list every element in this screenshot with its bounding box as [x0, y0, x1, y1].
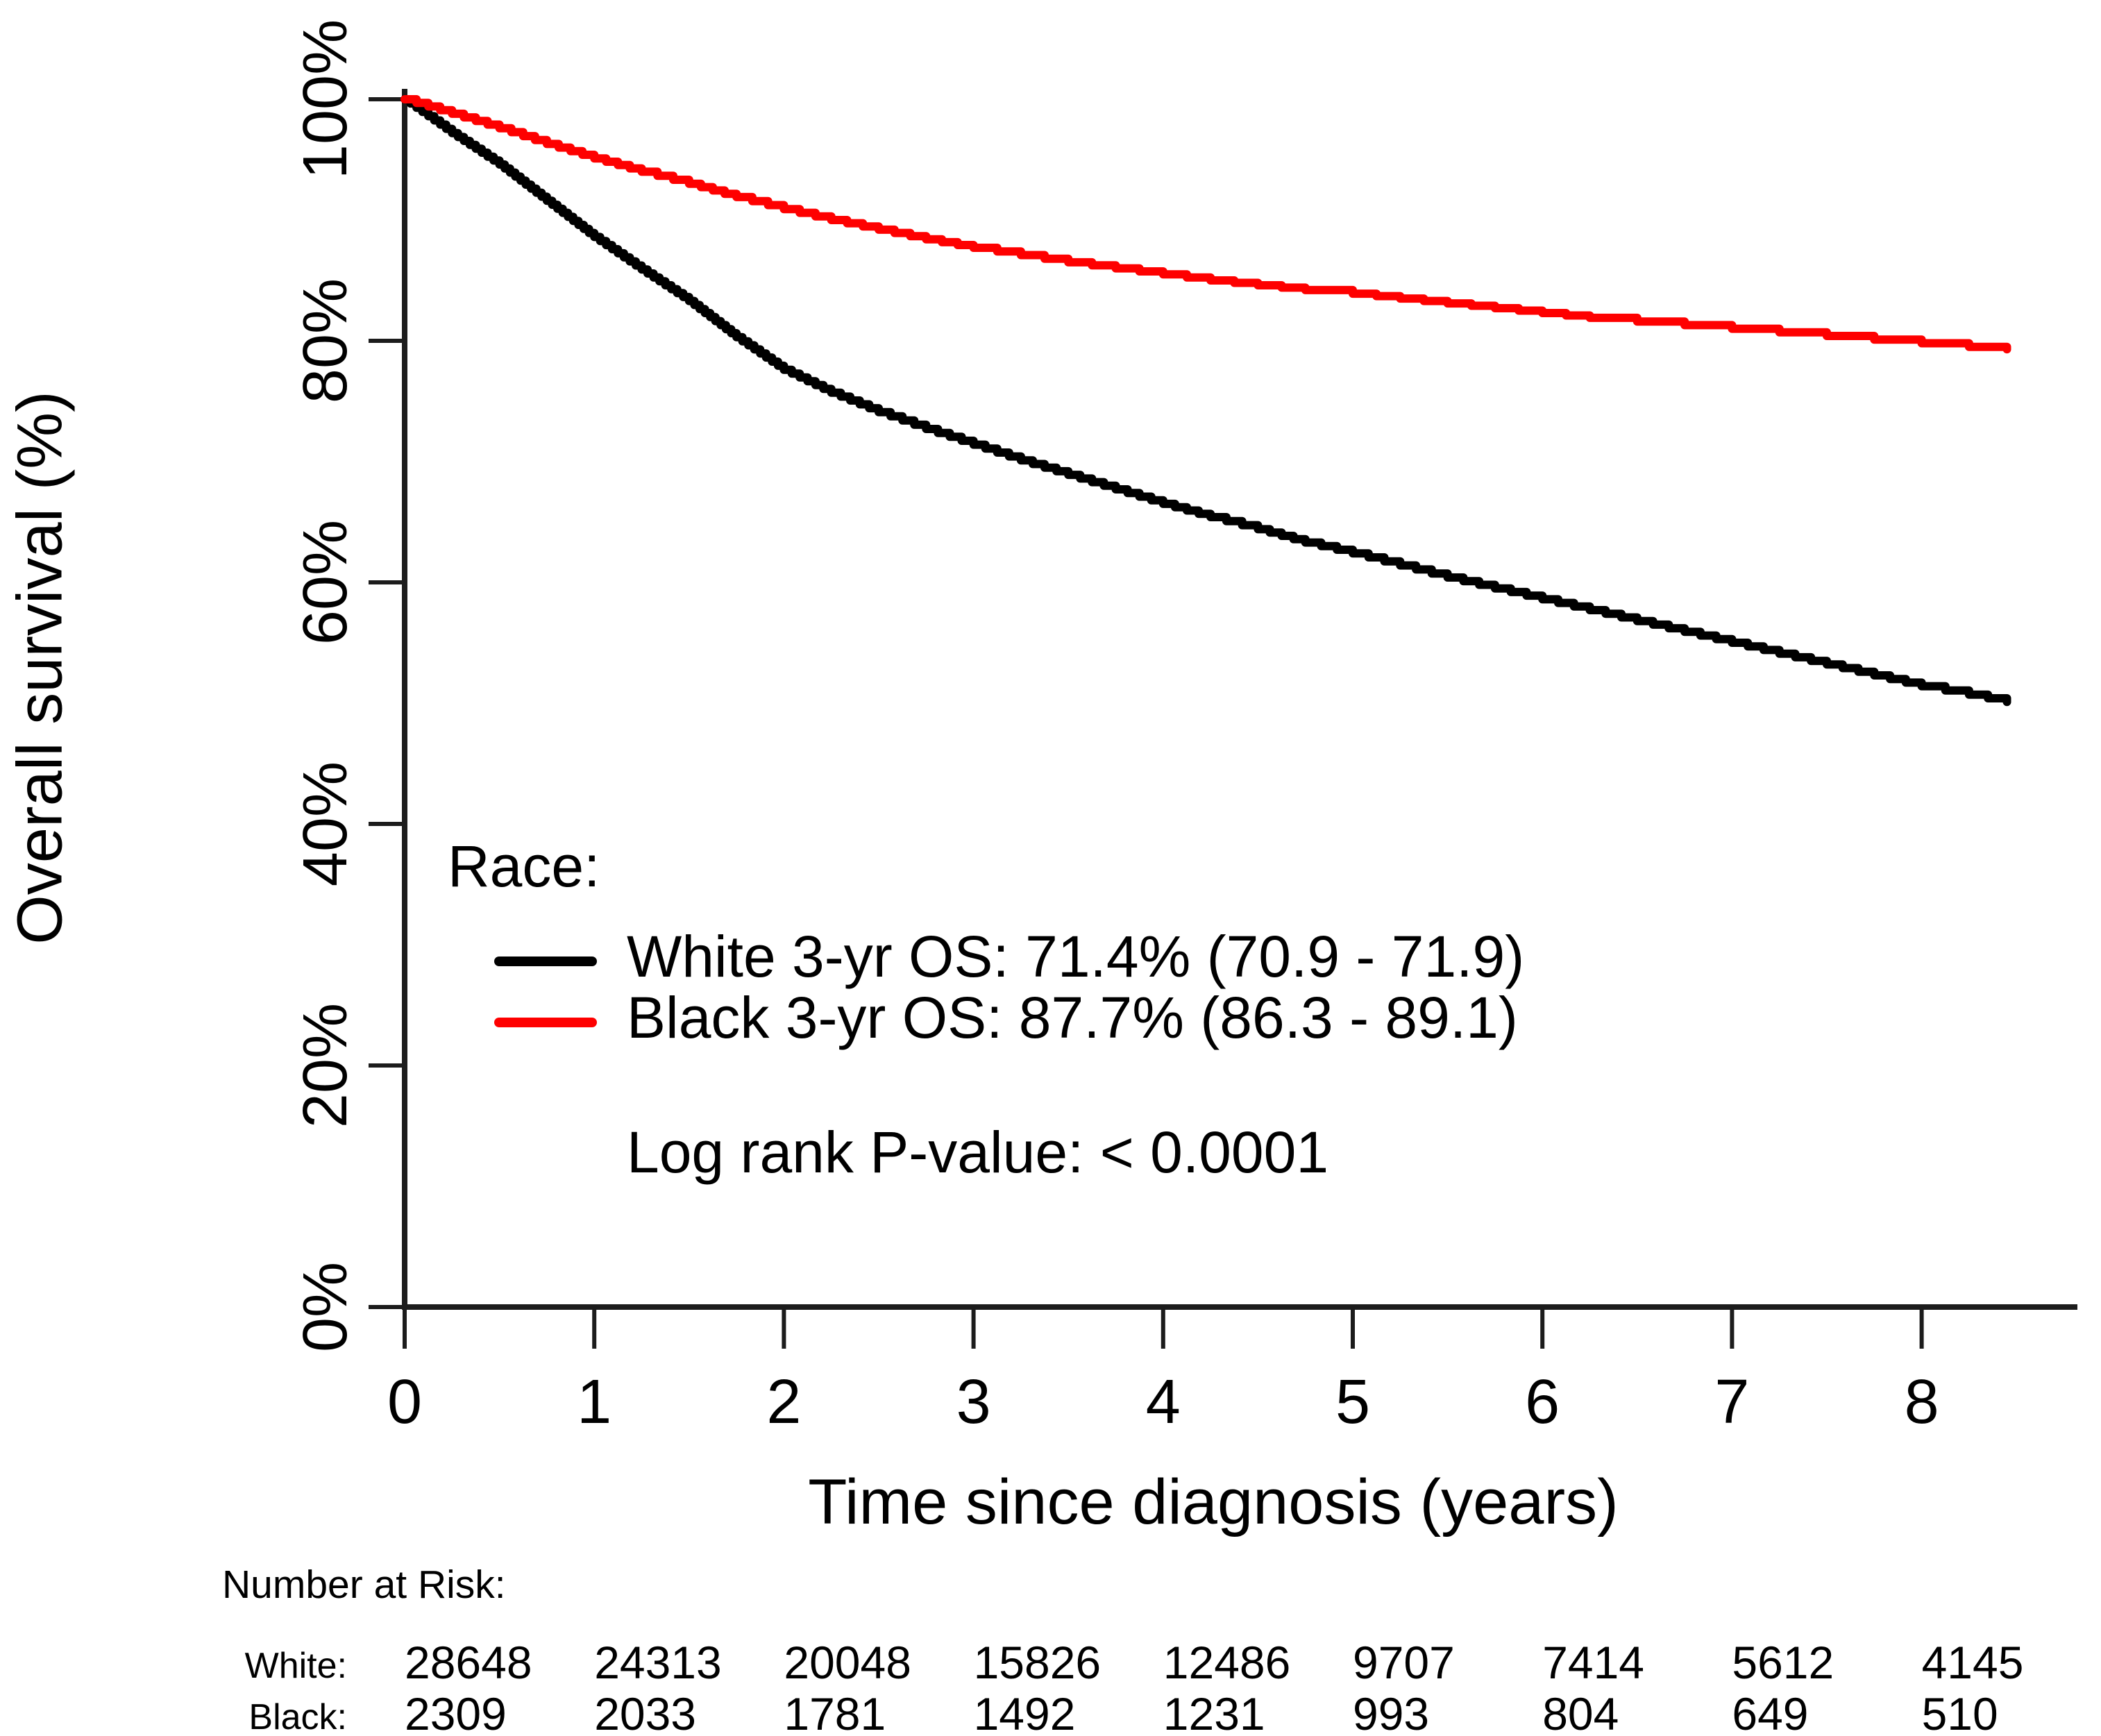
risk-count-white-year-5: 9707 — [1353, 1637, 1455, 1688]
risk-count-black-year-2: 1781 — [784, 1688, 886, 1736]
x-tick-label: 0 — [387, 1367, 422, 1437]
risk-count-black-year-0: 2309 — [405, 1688, 507, 1736]
survival-curve-black — [400, 95, 2011, 354]
x-tick-label: 4 — [1146, 1367, 1181, 1437]
risk-count-white-year-0: 28648 — [405, 1637, 532, 1688]
x-tick-label: 6 — [1525, 1367, 1560, 1437]
risk-count-black-year-3: 1492 — [973, 1688, 1076, 1736]
risk-count-black-year-5: 993 — [1353, 1688, 1430, 1736]
x-tick-label: 3 — [956, 1367, 991, 1437]
risk-count-black-year-4: 1231 — [1163, 1688, 1265, 1736]
y-axis-title: Overall survival (%) — [4, 391, 76, 945]
risk-count-white-year-3: 15826 — [973, 1637, 1102, 1688]
legend-swatch-black-line — [494, 1018, 597, 1027]
y-tick-label: 40% — [291, 761, 360, 886]
risk-count-black-year-6: 804 — [1542, 1688, 1619, 1736]
x-tick-label: 7 — [1714, 1367, 1749, 1437]
survival-curve-white — [400, 95, 2011, 707]
risk-count-black-year-7: 649 — [1732, 1688, 1809, 1736]
risk-count-white-year-6: 7414 — [1542, 1637, 1645, 1688]
risk-row-label-white: White: — [244, 1646, 347, 1686]
risk-row-label-black: Black: — [248, 1697, 347, 1736]
risk-count-white-year-4: 12486 — [1163, 1637, 1291, 1688]
x-tick-label: 1 — [577, 1367, 611, 1437]
y-tick-label: 0% — [291, 1262, 360, 1352]
risk-count-black-year-1: 2033 — [594, 1688, 697, 1736]
risk-count-black-year-8: 510 — [1921, 1688, 1998, 1736]
risk-table-title: Number at Risk: — [222, 1562, 506, 1607]
y-tick-label: 20% — [291, 1003, 360, 1128]
x-tick-label: 8 — [1905, 1367, 1939, 1437]
y-tick-label: 60% — [291, 520, 360, 645]
legend-entry-white: White 3-yr OS: 71.4% (70.9 - 71.9) — [627, 924, 1525, 989]
x-axis-title: Time since diagnosis (years) — [808, 1467, 1619, 1537]
risk-count-white-year-8: 4145 — [1921, 1637, 2024, 1688]
y-tick-label: 80% — [291, 278, 360, 403]
y-tick-label: 100% — [291, 19, 360, 179]
risk-count-white-year-1: 24313 — [594, 1637, 722, 1688]
x-tick-label: 5 — [1335, 1367, 1370, 1437]
legend-title: Race: — [448, 834, 600, 899]
risk-count-white-year-7: 5612 — [1732, 1637, 1834, 1688]
risk-count-white-year-2: 20048 — [784, 1637, 911, 1688]
legend-entry-black: Black 3-yr OS: 87.7% (86.3 - 89.1) — [627, 985, 1518, 1050]
x-tick-label: 2 — [766, 1367, 801, 1437]
legend-swatch-white-line — [494, 957, 597, 966]
log-rank-pvalue: Log rank P-value: < 0.0001 — [627, 1120, 1329, 1185]
